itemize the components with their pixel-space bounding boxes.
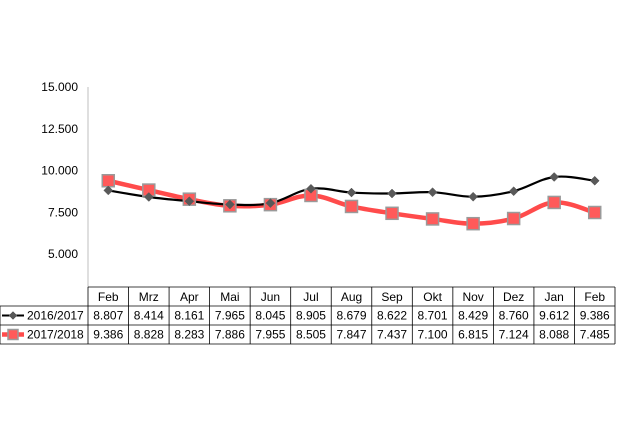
data-label: 7.485 <box>580 328 610 342</box>
legend-label: 2017/2018 <box>27 328 84 342</box>
data-point <box>265 198 276 209</box>
data-label: 6.815 <box>458 328 488 342</box>
data-label: 7.965 <box>215 309 245 323</box>
x-tick-label: Jun <box>261 290 280 304</box>
y-tick-label: 10.000 <box>41 164 78 178</box>
data-point <box>346 187 357 198</box>
x-tick-label: Mrz <box>139 290 159 304</box>
y-tick-label: 7.500 <box>48 205 78 219</box>
data-label: 8.807 <box>93 309 123 323</box>
data-label: 8.088 <box>539 328 569 342</box>
data-label: 9.386 <box>93 328 123 342</box>
x-tick-label: Nov <box>462 290 483 304</box>
data-point <box>184 196 195 207</box>
data-point <box>547 195 561 210</box>
data-point <box>425 212 440 226</box>
data-point <box>466 216 480 231</box>
data-point <box>387 188 397 199</box>
x-tick-label: Sep <box>381 290 403 304</box>
x-tick-label: Feb <box>98 290 119 304</box>
data-label: 8.161 <box>174 309 204 323</box>
data-point <box>589 175 600 186</box>
data-point <box>468 191 478 202</box>
data-label: 9.386 <box>580 309 610 323</box>
x-tick-label: Jul <box>303 290 318 304</box>
data-label: 8.505 <box>296 328 326 342</box>
data-point <box>101 174 116 188</box>
data-label: 8.045 <box>255 309 285 323</box>
y-tick-label: 5.000 <box>48 247 78 261</box>
data-label: 7.847 <box>336 328 366 342</box>
data-table: Feb Mrz Apr Mai Jun Jul Aug Sep Okt Nov Dez Jan Feb 2… <box>0 286 616 345</box>
legend-label: 2016/2017 <box>27 309 84 323</box>
data-point <box>427 187 438 198</box>
x-tick-label: Apr <box>180 290 199 304</box>
data-label: 7.100 <box>418 328 448 342</box>
legend-key-marker <box>8 311 18 320</box>
data-label: 8.828 <box>134 328 164 342</box>
data-point <box>587 205 602 220</box>
data-label: 8.905 <box>296 309 326 323</box>
x-tick-label: Feb <box>584 290 605 304</box>
data-label: 9.612 <box>539 309 569 323</box>
data-point <box>225 199 235 210</box>
x-tick-label: Mai <box>220 290 239 304</box>
x-tick-label: Dez <box>503 290 524 304</box>
x-tick-label: Okt <box>423 290 442 304</box>
data-point <box>508 186 519 197</box>
data-label: 8.701 <box>418 309 448 323</box>
data-label: 7.886 <box>215 328 245 342</box>
x-tick-label: Jan <box>545 290 564 304</box>
data-point <box>306 183 316 194</box>
data-point <box>506 211 521 226</box>
y-tick-label: 15.000 <box>41 80 78 94</box>
data-label: 8.679 <box>336 309 366 323</box>
data-point <box>103 185 114 196</box>
data-label: 8.760 <box>499 309 529 323</box>
data-label: 8.429 <box>458 309 488 323</box>
x-tick-label: Aug <box>341 290 362 304</box>
data-label: 7.955 <box>255 328 285 342</box>
data-point <box>344 199 359 214</box>
y-axis-tick-labels: 15.000 12.500 10.000 7.500 5.000 <box>41 80 78 261</box>
data-label: 7.124 <box>499 328 529 342</box>
data-point <box>385 206 399 221</box>
data-label: 7.437 <box>377 328 407 342</box>
data-label: 8.283 <box>174 328 204 342</box>
data-label: 8.414 <box>134 309 164 323</box>
y-tick-label: 12.500 <box>41 122 78 136</box>
legend-key-marker <box>7 328 19 341</box>
data-point <box>143 192 154 202</box>
data-point <box>549 172 560 182</box>
series-markers <box>101 172 602 231</box>
data-label: 8.622 <box>377 309 407 323</box>
